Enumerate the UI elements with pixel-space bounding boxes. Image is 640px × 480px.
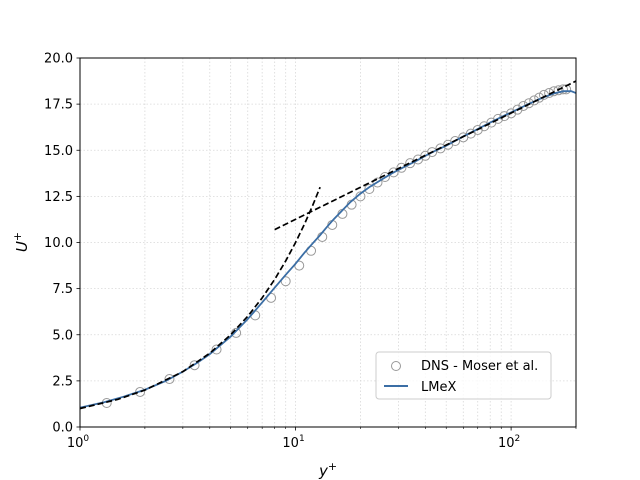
dns-data-point (518, 100, 529, 111)
dns-data-point (506, 108, 517, 119)
x-tick-label: 101 (282, 434, 304, 451)
dns-data-point (561, 84, 572, 95)
dns-data-point (372, 177, 383, 188)
x-tick-label: 102 (498, 434, 520, 451)
dns-data-point (523, 98, 534, 109)
legend-label-lmex: LMeX (421, 380, 456, 395)
dns-data-point (499, 111, 510, 122)
y-tick-label: 12.5 (44, 190, 73, 205)
dns-data-point (529, 95, 540, 106)
log-law-dashed-line (274, 80, 576, 231)
dns-data-point (396, 162, 407, 173)
dns-data-point (427, 147, 438, 158)
tick-layer: 100 101 102 0.0 2.5 5.0 7.5 10.0 12.5 15.0 17.5 20.… (44, 52, 577, 451)
y-axis-label: U+ (11, 232, 31, 252)
dns-data-point (405, 158, 416, 169)
legend-label-dns: DNS - Moser et al. (421, 359, 538, 374)
x-tick-label: 100 (67, 434, 90, 451)
x-axis-label: y+ (318, 460, 337, 480)
legend-box (375, 351, 552, 400)
dns-data-point (493, 113, 504, 124)
y-tick-label: 0.0 (52, 421, 73, 436)
dns-data-point (553, 85, 564, 96)
y-tick-label: 2.5 (52, 374, 73, 389)
series-layer (80, 80, 576, 410)
dns-data-point (450, 136, 461, 147)
legend-marker-dns (391, 361, 401, 371)
y-tick-label: 10.0 (44, 236, 73, 251)
dns-data-point (164, 374, 175, 385)
dns-data-point (364, 183, 375, 194)
y-tick-label: 17.5 (44, 98, 73, 113)
y-tick-label: 5.0 (52, 328, 73, 343)
viscous-sublayer-dashed-line (80, 186, 321, 410)
dns-data-point (211, 344, 222, 355)
y-tick-label: 15.0 (44, 144, 73, 159)
dns-data-point (512, 104, 523, 115)
y-tick-label: 7.5 (52, 282, 73, 297)
legend: DNS - Moser et al. LMeX (375, 351, 552, 400)
dns-data-point (189, 360, 200, 371)
y-tick-label: 20.0 (44, 52, 73, 67)
